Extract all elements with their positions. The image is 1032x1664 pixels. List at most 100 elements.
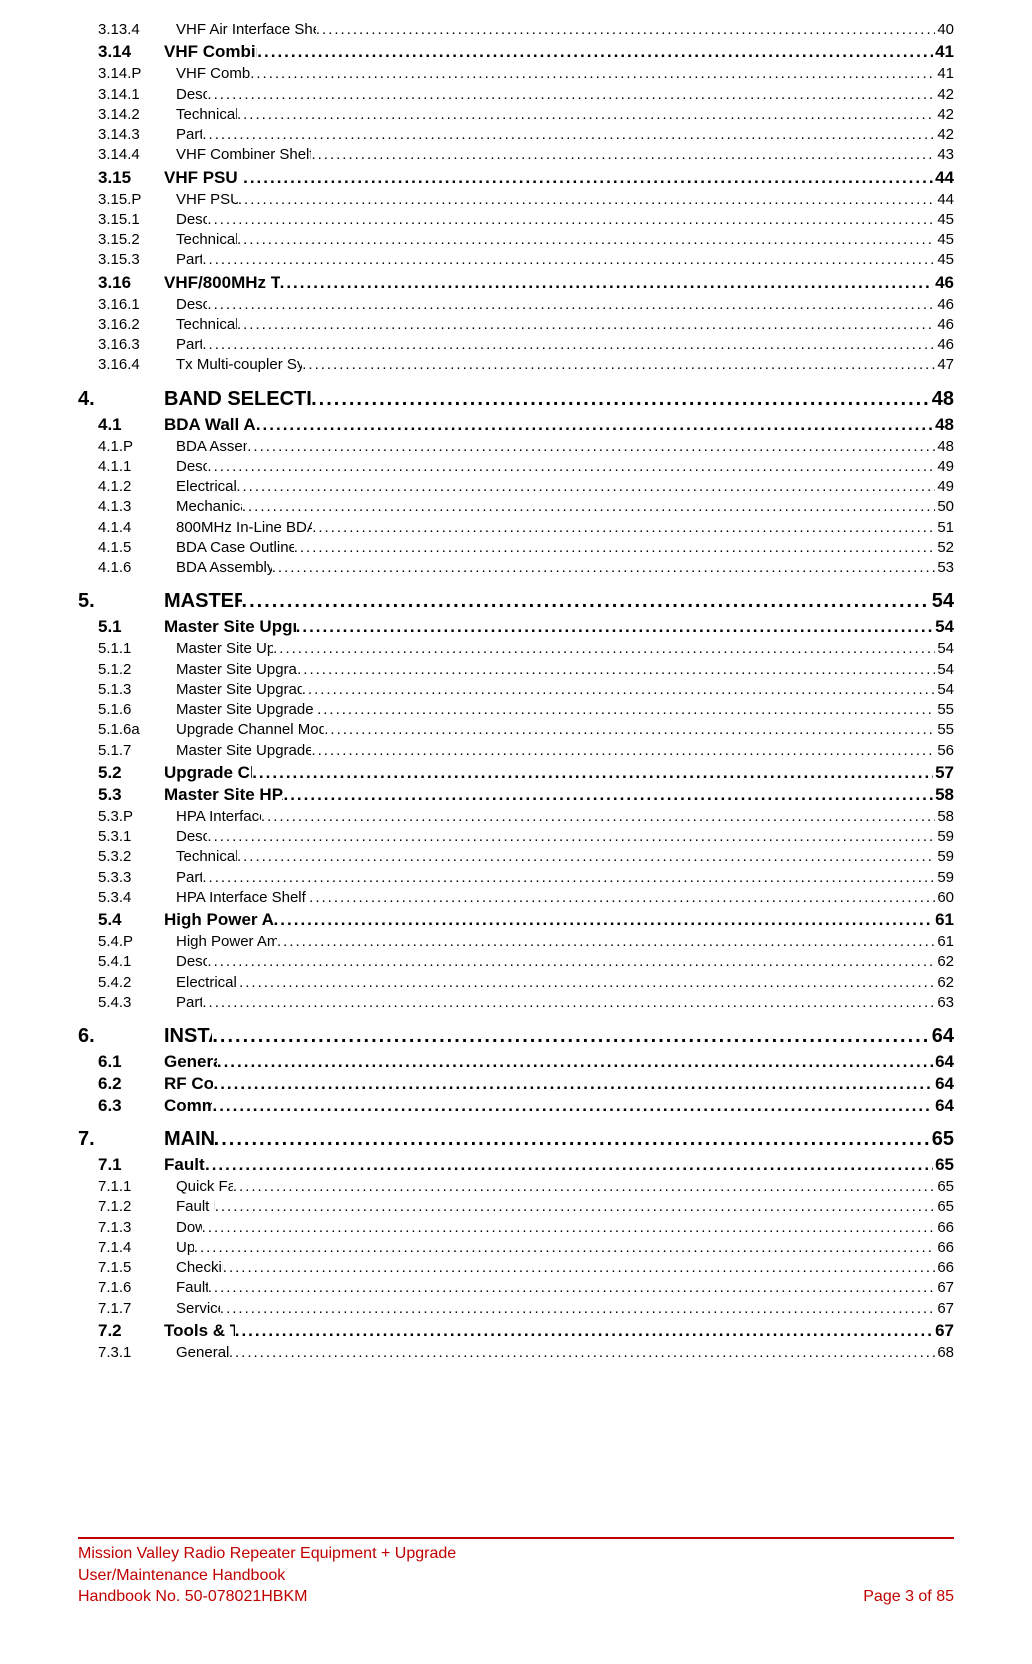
toc-entry: 7.2Tools & Test Equipment...............… [78,1321,954,1341]
toc-entry: 3.14.PVHF Combiner Photographs..........… [78,64,954,84]
toc-entry: 6.1General Remarks......................… [78,1052,954,1072]
toc-number: 7.1.2 [98,1197,176,1217]
toc-title: Commissioning [164,1096,212,1116]
toc-number: 5.1.1 [98,639,176,659]
footer-rule [78,1537,954,1539]
toc-entry: 5.4High Power Amplifier Shelf (50-146703… [78,910,954,930]
toc-title: Parts List [176,993,202,1013]
toc-entry: 6.3Commissioning........................… [78,1096,954,1116]
toc-leader-dots: ........................................… [214,1128,930,1151]
toc-page: 50 [935,497,954,517]
toc-number: 4.1.6 [98,558,176,578]
toc-number: 5.1.6 [98,700,176,720]
toc-entry: 5.3.2Technical Specification............… [78,847,954,867]
toc-page: 42 [935,125,954,145]
toc-page: 62 [935,952,954,972]
toc-number: 6. [78,1025,164,1048]
toc-title: Tx Multi-coupler System Diagram, Drg. # … [176,355,302,375]
toc-page: 54 [935,639,954,659]
toc-entry: 5.1.3Master Site Upgrade Rack Mechanical… [78,680,954,700]
toc-number: 5. [78,590,164,613]
toc-entry: 4.1.PBDA Assembly Photograph............… [78,437,954,457]
toc-number: 5.4.P [98,932,176,952]
toc-number: 3.16.1 [98,295,176,315]
toc-entry: 7.3.1General Comments...................… [78,1343,954,1363]
toc-entry: 7.MAINTENANCE...........................… [78,1128,954,1151]
toc-leader-dots: ........................................… [207,952,935,972]
toc-title: Upgrade Channel Module Shelf/Sub-Rack 50… [176,720,324,740]
toc-page: 55 [935,720,954,740]
toc-number: 7.1.7 [98,1299,176,1319]
toc-leader-dots: ........................................… [243,168,933,188]
toc-page: 48 [930,388,954,411]
toc-entry: 4.1.4800MHz In-Line BDA System Diagram, … [78,518,954,538]
toc-number: 3.16.2 [98,315,176,335]
toc-number: 3.15 [98,168,164,188]
toc-title: Uplink [176,1238,194,1258]
toc-leader-dots: ........................................… [252,763,933,783]
toc-page: 54 [935,660,954,680]
toc-entry: 3.16.2Technical Specification...........… [78,315,954,335]
toc-page: 45 [935,210,954,230]
toc-title: VHF PSU Shelf (50-078014) [164,168,243,188]
toc-leader-dots: ........................................… [247,437,935,457]
toc-title: Quick Fault Checklist [176,1177,233,1197]
toc-page: 43 [935,145,954,165]
footer-handbook-no: Handbook No. 50-078021HBKM [78,1586,307,1608]
toc-page: 55 [935,700,954,720]
toc-number: 7.1.3 [98,1218,176,1238]
toc-leader-dots: ........................................… [283,785,933,805]
toc-title: VHF PSU Photographs [176,190,238,210]
toc-title: VHF Combiner Photographs [176,64,250,84]
toc-page: 46 [935,295,954,315]
toc-number: 5.3.3 [98,868,176,888]
toc-number: 5.2 [98,763,164,783]
toc-page: 66 [935,1238,954,1258]
toc-leader-dots: ........................................… [273,639,935,659]
toc-title: VHF Air Interface Shelf System Diagram, … [176,20,316,40]
toc-title: Description [176,952,207,972]
toc-page: 42 [935,105,954,125]
toc-entry: 5.3.PHPA Interface Shelf Photographs....… [78,807,954,827]
toc-entry: 3.14.1Description.......................… [78,85,954,105]
toc-leader-dots: ........................................… [250,64,935,84]
toc-entry: 5.1.6Master Site Upgrade Rack Assembly (… [78,700,954,720]
toc-page: 41 [933,42,954,62]
toc-leader-dots: ........................................… [207,295,935,315]
toc-number: 4.1.P [98,437,176,457]
toc-page: 46 [935,335,954,355]
toc-entry: 5.2Upgrade Channel Frequencies..........… [78,763,954,783]
toc-title: Description [176,85,207,105]
toc-leader-dots: ........................................… [256,415,933,435]
toc-title: BAND SELECTIVE BI-DIRECTIONAL LINE AMPLI… [164,388,311,411]
toc-number: 3.14.2 [98,105,176,125]
toc-title: Description [176,210,207,230]
toc-leader-dots: ........................................… [202,868,935,888]
toc-entry: 7.1Fault Finding........................… [78,1155,954,1175]
toc-title: Description [176,457,207,477]
toc-page: 66 [935,1258,954,1278]
toc-page: 41 [935,64,954,84]
toc-entry: 3.15VHF PSU Shelf (50-078014)...........… [78,168,954,188]
toc-number: 4.1.1 [98,457,176,477]
toc-title: VHF Combiner Shelf (50-078013) [164,42,257,62]
toc-page: 65 [930,1128,954,1151]
toc-entry: 5.1.6aUpgrade Channel Module Shelf/Sub-R… [78,720,954,740]
toc-leader-dots: ........................................… [272,558,936,578]
table-of-contents: 3.13.4VHF Air Interface Shelf System Dia… [78,20,954,1363]
toc-leader-dots: ........................................… [205,1155,933,1175]
toc-page: 46 [935,315,954,335]
toc-leader-dots: ........................................… [311,741,935,761]
toc-number: 3.16 [98,273,164,293]
toc-page: 59 [935,868,954,888]
toc-leader-dots: ........................................… [296,617,933,637]
toc-number: 5.1.6a [98,720,176,740]
toc-page: 62 [935,973,954,993]
toc-number: 7.1.4 [98,1238,176,1258]
toc-page: 60 [935,888,954,908]
toc-title: Technical Specification [176,847,237,867]
toc-number: 7.2 [98,1321,164,1341]
toc-number: 3.15.3 [98,250,176,270]
toc-title: Master Site Upgrade Rack Description [176,639,273,659]
toc-entry: 3.14.2Technical Specification...........… [78,105,954,125]
